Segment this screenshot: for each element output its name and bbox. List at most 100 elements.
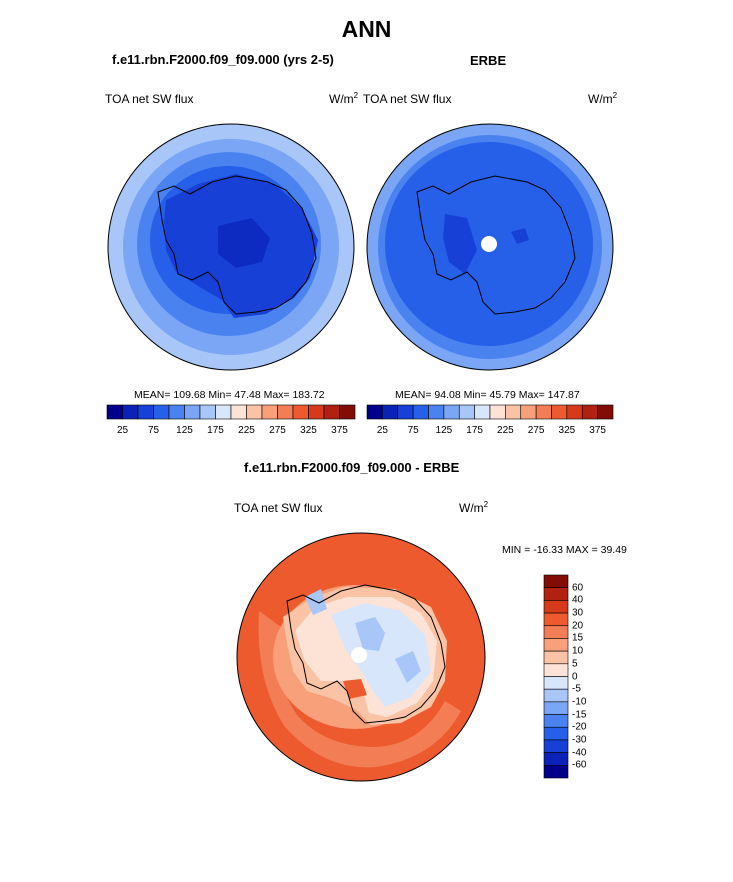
colorbar-swatch <box>489 404 506 420</box>
colorbar-swatch <box>543 574 569 588</box>
colorbar-swatch <box>543 714 569 728</box>
colorbar-swatch <box>323 404 340 420</box>
colorbar-swatch <box>505 404 522 420</box>
colorbar-tick-label: 175 <box>466 425 483 436</box>
colorbar-tick-label: 20 <box>572 620 584 632</box>
colorbar-tick-label: 225 <box>497 425 514 436</box>
colorbar-swatch <box>543 650 569 665</box>
colorbar-swatch <box>246 404 263 420</box>
difference-colorbar <box>543 574 569 779</box>
colorbar-swatch <box>520 404 537 420</box>
colorbar-swatch <box>339 404 356 420</box>
colorbar-swatch <box>543 587 569 601</box>
left-variable-label: TOA net SW flux <box>105 92 194 106</box>
difference-variable-label: TOA net SW flux <box>234 501 323 515</box>
colorbar-swatch <box>215 404 232 420</box>
colorbar-tick-label: 0 <box>572 671 578 682</box>
colorbar-swatch <box>543 688 569 703</box>
colorbar-tick-label: 375 <box>589 425 606 436</box>
colorbar-tick-label: 40 <box>572 594 584 606</box>
difference-heading: f.e11.rbn.F2000.f09_f09.000 - ERBE <box>244 460 460 475</box>
colorbar-tick-label: 25 <box>116 425 129 436</box>
colorbar-tick-label: -40 <box>572 747 587 759</box>
colorbar-tick-label: 125 <box>176 425 193 436</box>
colorbar-swatch <box>168 404 185 420</box>
colorbar-tick-label: -10 <box>572 696 587 708</box>
colorbar-tick-label: 60 <box>572 582 584 594</box>
colorbar-swatch <box>443 404 460 420</box>
colorbar-swatch <box>308 404 325 420</box>
colorbar-swatch <box>199 404 216 420</box>
colorbar-swatch <box>543 752 569 766</box>
colorbar-swatch <box>382 404 399 420</box>
colorbar-swatch <box>566 404 583 420</box>
colorbar-tick-label: -30 <box>572 734 587 746</box>
colorbar-tick-label: -5 <box>572 683 581 695</box>
colorbar-swatch <box>543 612 569 627</box>
colorbar-swatch <box>535 404 552 420</box>
colorbar-tick-label: 75 <box>407 425 419 436</box>
colorbar-swatch <box>277 404 294 420</box>
colorbar-tick-label: 75 <box>147 425 160 436</box>
colorbar-tick-label: -60 <box>572 759 587 771</box>
difference-polar-map <box>236 532 486 782</box>
difference-colorbar-ticks: 60 40 30 20 15 10 5 0 -5 -10 -15 -20 -30 -40 -60 <box>572 575 612 778</box>
erbe-colorbar <box>366 404 614 420</box>
colorbar-swatch <box>543 638 569 652</box>
colorbar-tick-label: 275 <box>527 425 545 436</box>
erbe-colorbar-ticks: 25 75 125 175 225 275 325 375 <box>367 425 613 439</box>
colorbar-swatch <box>397 404 414 420</box>
colorbar-swatch <box>366 404 383 420</box>
right-panel-heading: ERBE <box>470 53 507 68</box>
colorbar-tick-label: 25 <box>376 425 388 436</box>
model-stats: MEAN= 109.68 Min= 47.48 Max= 183.72 <box>134 389 325 401</box>
colorbar-swatch <box>543 625 569 639</box>
colorbar-tick-label: 30 <box>572 607 584 619</box>
colorbar-swatch <box>137 404 154 420</box>
left-panel-heading: f.e11.rbn.F2000.f09_f09.000 (yrs 2-5) <box>112 52 334 67</box>
page-title: ANN <box>341 16 392 42</box>
colorbar-swatch <box>230 404 247 420</box>
colorbar-swatch <box>412 404 429 420</box>
colorbar-swatch <box>122 404 139 420</box>
colorbar-tick-label: 125 <box>435 425 453 436</box>
difference-minmax: MIN = -16.33 MAX = 39.49 <box>502 544 627 556</box>
colorbar-tick-label: -20 <box>572 721 587 733</box>
colorbar-tick-label: 15 <box>572 632 584 644</box>
colorbar-swatch <box>153 404 170 420</box>
colorbar-tick-label: 175 <box>207 425 224 436</box>
model-colorbar-ticks: 25 75 125 175 225 275 325 375 <box>107 425 355 439</box>
colorbar-swatch <box>261 404 278 420</box>
colorbar-tick-label: 375 <box>331 425 348 436</box>
colorbar-swatch <box>543 676 569 690</box>
colorbar-tick-label: 275 <box>269 425 286 436</box>
model-colorbar <box>106 404 356 420</box>
colorbar-tick-label: 325 <box>300 425 317 436</box>
right-unit-label: W/m2 <box>588 91 618 107</box>
colorbar-swatch <box>543 663 569 677</box>
erbe-polar-map <box>366 123 614 371</box>
colorbar-swatch <box>106 404 123 420</box>
colorbar-tick-label: 5 <box>572 658 578 670</box>
colorbar-swatch <box>184 404 201 420</box>
colorbar-tick-label: 325 <box>558 425 576 436</box>
colorbar-swatch <box>458 404 475 420</box>
right-variable-label: TOA net SW flux <box>363 92 452 106</box>
colorbar-swatch <box>543 726 569 741</box>
colorbar-tick-label: -15 <box>572 709 587 721</box>
left-unit-label: W/m2 <box>329 91 359 107</box>
colorbar-tick-label: 10 <box>572 645 584 657</box>
colorbar-swatch <box>543 701 569 715</box>
colorbar-swatch <box>428 404 445 420</box>
colorbar-swatch <box>474 404 491 420</box>
colorbar-swatch <box>543 765 569 779</box>
erbe-stats: MEAN= 94.08 Min= 45.79 Max= 147.87 <box>395 389 580 401</box>
colorbar-swatch <box>551 404 568 420</box>
colorbar-swatch <box>581 404 598 420</box>
model-polar-map <box>107 123 355 371</box>
colorbar-swatch <box>543 600 569 614</box>
colorbar-swatch <box>597 404 614 420</box>
difference-unit-label: W/m2 <box>459 500 489 516</box>
colorbar-tick-label: 225 <box>238 425 255 436</box>
colorbar-swatch <box>292 404 309 420</box>
